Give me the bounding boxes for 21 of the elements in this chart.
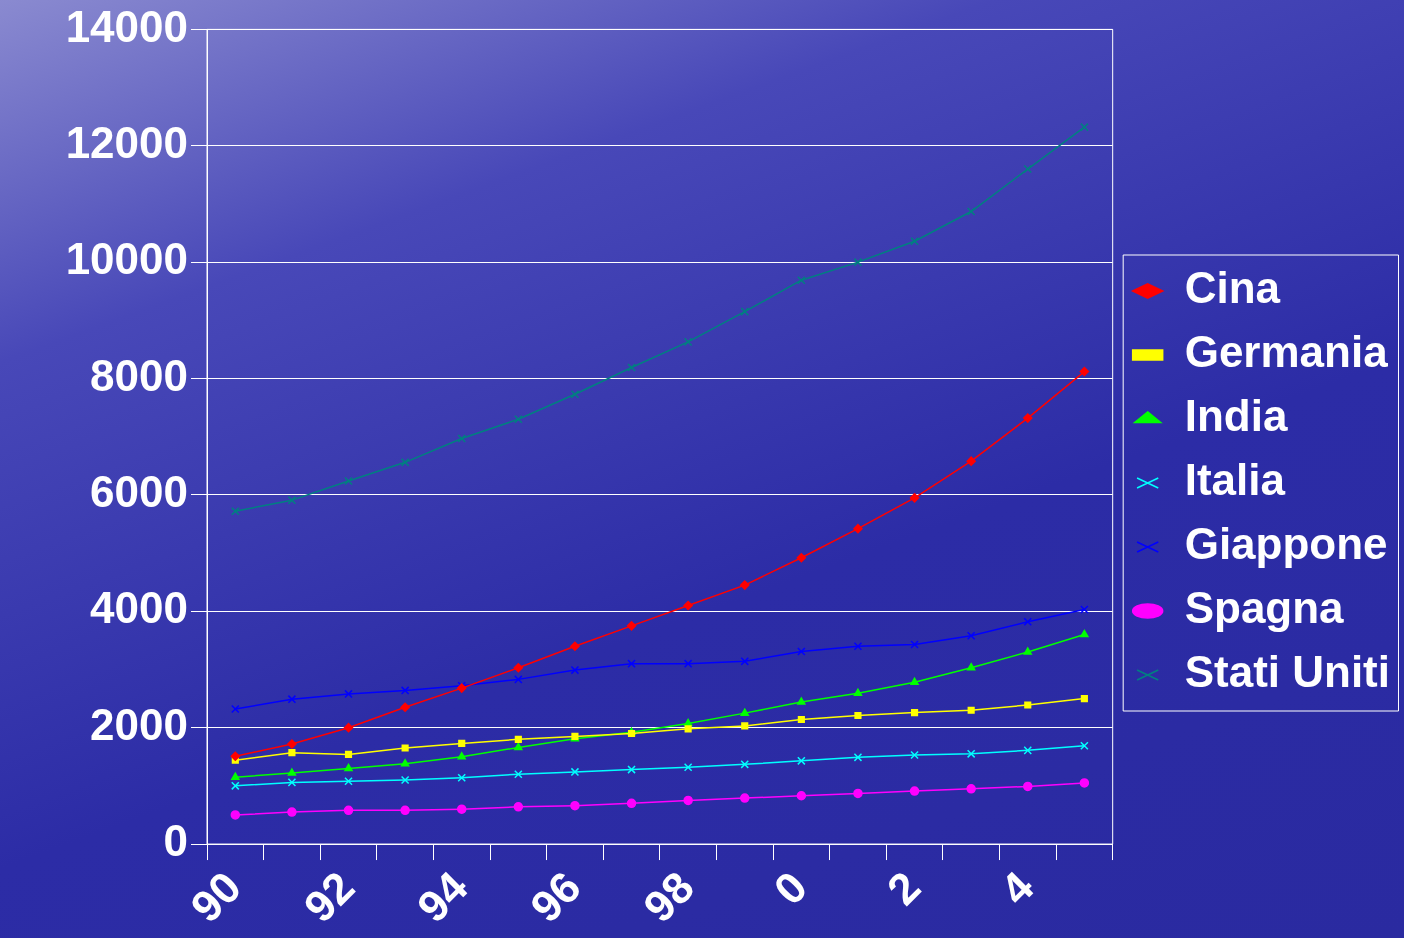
legend-label: India [1184,391,1288,441]
y-tick-label: 14000 [65,1,188,51]
x-tick-label: 0 [764,862,817,914]
x-tick-label: 2 [877,862,930,914]
y-tick-label: 2000 [90,699,188,749]
y-tick-label: 8000 [90,350,188,400]
x-tick-label: 94 [407,861,478,932]
x-tick-label: 4 [990,861,1044,914]
legend-label: Italia [1184,455,1286,505]
x-tick-label: 98 [633,862,704,932]
legend-label: Cina [1184,263,1281,313]
legend-label: Giappone [1184,519,1388,569]
y-tick-label: 12000 [65,117,188,167]
y-tick-label: 10000 [65,234,188,284]
legend-label: Germania [1184,327,1389,377]
legend-label: Stati Uniti [1184,647,1390,697]
y-tick-label: 4000 [90,583,188,633]
y-tick-label: 6000 [90,467,188,517]
legend-label: Spagna [1184,583,1345,633]
x-tick-label: 92 [294,862,364,932]
x-tick-label: 96 [520,862,590,932]
